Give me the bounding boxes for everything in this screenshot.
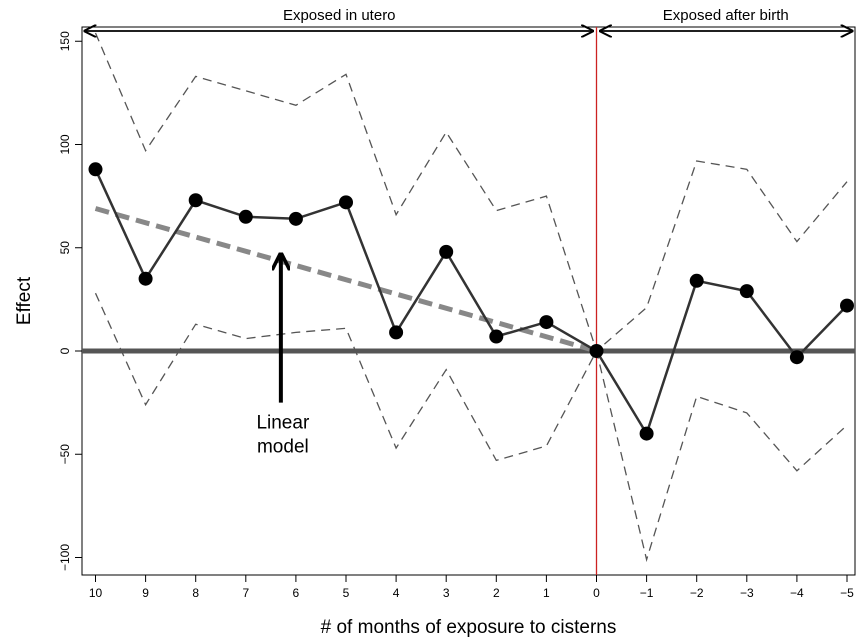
estimate-point: [589, 344, 604, 358]
linear-model-line: [94, 206, 598, 354]
x-tick-label: 6: [293, 586, 300, 600]
estimate-point: [739, 284, 754, 299]
estimate-point: [339, 195, 353, 210]
x-axis-title: # of months of exposure to cisterns: [321, 617, 617, 638]
x-tick-label: −3: [740, 586, 754, 600]
y-tick-label: 100: [58, 134, 72, 154]
estimate-point: [389, 325, 404, 340]
estimate-point: [288, 211, 303, 226]
x-tick-label: 4: [393, 586, 400, 600]
x-tick-label: 8: [192, 586, 199, 600]
y-tick-label: −50: [58, 444, 72, 465]
annotation-text-line-2: model: [257, 437, 309, 458]
y-axis-title: Effect: [14, 276, 35, 325]
estimate-point: [539, 315, 554, 330]
estimate-point: [639, 426, 654, 441]
x-tick-label: −1: [640, 586, 654, 600]
estimate-points: [88, 162, 854, 441]
upper-confidence-line: [94, 32, 848, 353]
region-utero: Exposed in utero: [85, 7, 593, 31]
x-tick-label: 5: [343, 586, 350, 600]
estimate-point: [789, 350, 804, 365]
estimate-point: [238, 209, 253, 224]
x-tick-label: 7: [242, 586, 249, 600]
estimate-point: [489, 329, 504, 344]
y-tick-label: 150: [58, 31, 72, 51]
lower-confidence-line: [94, 292, 848, 563]
region-after-birth: Exposed after birth: [601, 7, 853, 31]
region-utero-label: Exposed in utero: [283, 7, 396, 24]
region-after-birth-label: Exposed after birth: [663, 7, 789, 24]
y-tick-label: 50: [58, 241, 72, 255]
y-tick-label: 0: [58, 347, 72, 354]
estimate-point: [689, 273, 704, 288]
estimate-line: [94, 168, 848, 437]
estimate-point: [439, 244, 454, 259]
x-tick-label: 9: [142, 586, 149, 600]
annotation-text-line-1: Linear: [256, 413, 309, 434]
estimate-point: [840, 298, 854, 313]
x-tick-label: 1: [543, 586, 550, 600]
x-tick-label: 0: [593, 586, 600, 600]
y-tick-label: −100: [58, 544, 72, 571]
x-tick-label: −4: [790, 586, 804, 600]
x-tick-label: 3: [443, 586, 450, 600]
x-axis: 10 9 8 7 6 5 4 3 2 1 0 −1 −2 −3 −4 −5: [89, 575, 854, 600]
estimate-point: [188, 193, 203, 208]
plot-frame: [81, 26, 856, 576]
x-tick-label: −2: [690, 586, 704, 600]
estimate-point: [138, 271, 153, 286]
x-tick-label: −5: [840, 586, 854, 600]
x-tick-label: 2: [493, 586, 500, 600]
estimate-point: [88, 162, 103, 177]
x-tick-label: 10: [89, 586, 103, 600]
linear-model-annotation: Linear model: [256, 256, 310, 458]
y-axis: −100 −50 0 50 100 150: [58, 31, 82, 571]
